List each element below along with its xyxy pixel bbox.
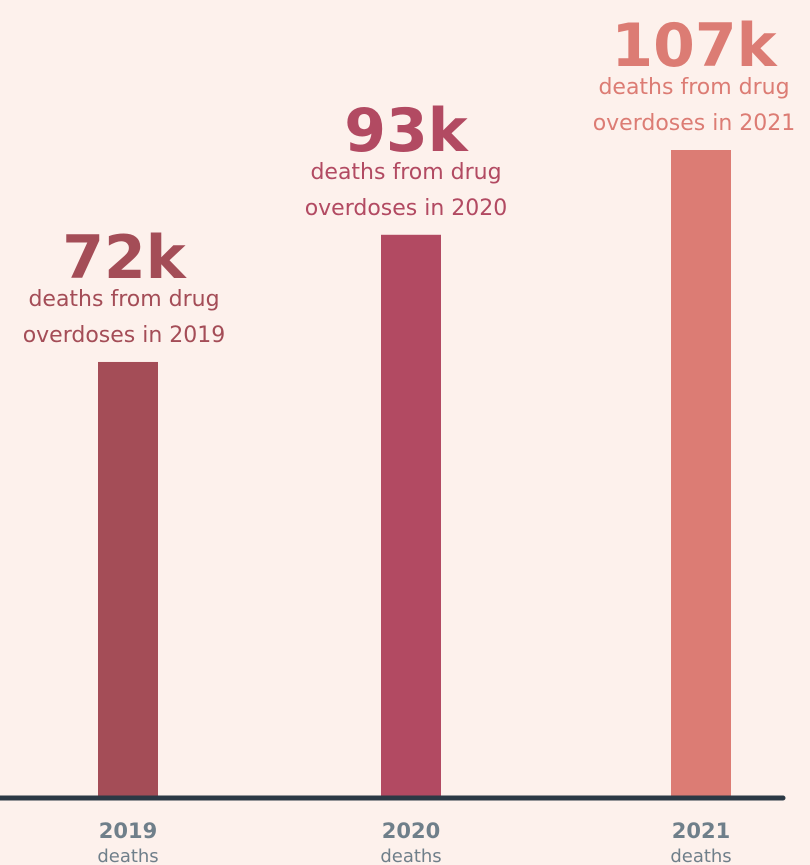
x-sublabel-2019: deaths [97, 846, 158, 865]
bar-2019 [98, 361, 158, 798]
caption-line1-2021: deaths from drug [598, 75, 789, 100]
x-tick-2019: 2019 [99, 819, 157, 843]
caption-line2-2021: overdoses in 2021 [593, 111, 796, 136]
value-label-2019: 72k [62, 223, 187, 293]
x-tick-2020: 2020 [382, 819, 440, 843]
caption-line2-2019: overdoses in 2019 [23, 323, 226, 348]
x-sublabel-2021: deaths [670, 846, 731, 865]
value-label-2021: 107k [611, 11, 778, 81]
caption-line2-2020: overdoses in 2020 [305, 196, 508, 221]
caption-line1-2019: deaths from drug [28, 287, 219, 312]
bar-2020 [381, 234, 441, 799]
bar-2021 [671, 150, 731, 798]
value-label-2020: 93k [344, 96, 469, 166]
caption-line1-2020: deaths from drug [310, 160, 501, 185]
x-tick-2021: 2021 [672, 819, 730, 843]
x-sublabel-2020: deaths [380, 846, 441, 865]
bars-group [98, 150, 731, 799]
